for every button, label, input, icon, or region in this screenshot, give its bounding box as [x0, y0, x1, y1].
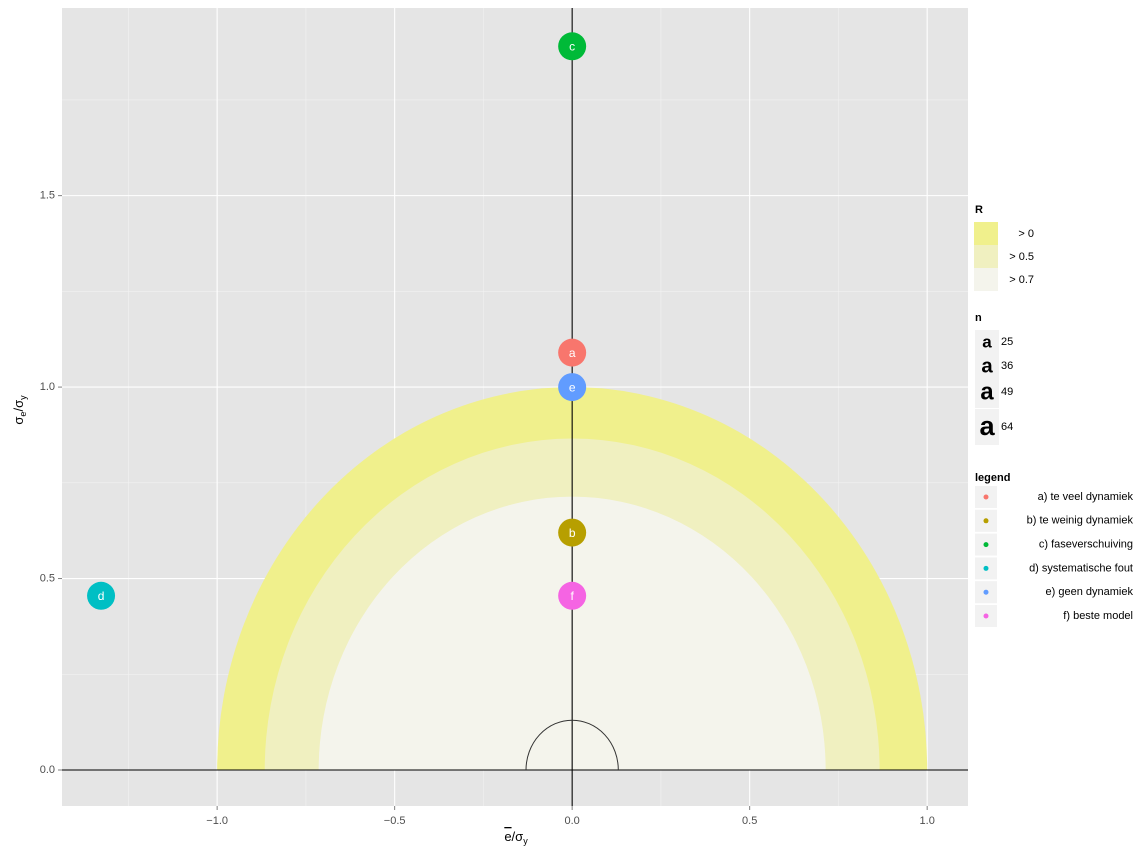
point	[558, 518, 587, 547]
x-label-part: /σ	[512, 829, 524, 844]
x-tick-label: 0.0	[565, 815, 580, 827]
legend-label: f) beste model	[1063, 610, 1133, 622]
legend-key	[975, 330, 999, 354]
legend-label: > 0.7	[1009, 274, 1034, 286]
point-label: c	[569, 39, 575, 53]
legend-label: b) te weinig dynamiek	[1027, 515, 1134, 527]
legend-label: 49	[1001, 386, 1013, 398]
x-tick-label: −1.0	[206, 815, 228, 827]
point-label: b	[569, 526, 576, 540]
legend-key	[975, 376, 999, 408]
legend-key	[974, 268, 998, 291]
y-label-part: e	[18, 412, 28, 417]
legend-key	[974, 245, 998, 268]
legend-title: legend	[975, 472, 1010, 484]
legend-label: a) te veel dynamiek	[1038, 491, 1134, 503]
legend-key	[975, 352, 999, 380]
y-tick-label: 0.5	[40, 572, 55, 584]
x-label-part: y	[523, 836, 528, 846]
y-label-part: /σ	[11, 400, 26, 412]
size-glyph: a	[982, 332, 992, 351]
legend-label: 64	[1001, 421, 1013, 433]
size-glyph: a	[980, 378, 994, 405]
legend-label: > 0.5	[1009, 251, 1034, 263]
x-label-part: e	[504, 829, 511, 844]
legend-label: d) systematische fout	[1029, 562, 1133, 574]
y-axis-label: σe/σy	[11, 395, 28, 425]
point-label: f	[570, 589, 574, 603]
legend-label: > 0	[1018, 228, 1034, 240]
legend-dot	[983, 613, 989, 619]
legend-label: 36	[1001, 360, 1013, 372]
point-label: e	[569, 380, 576, 394]
legend-title: n	[975, 312, 982, 324]
point	[558, 32, 587, 61]
legend-title: R	[975, 204, 983, 216]
point-label: d	[98, 589, 105, 603]
point	[87, 581, 116, 610]
size-glyph: a	[979, 410, 995, 441]
legend-dot	[983, 494, 989, 500]
legend-label: e) geen dynamiek	[1046, 586, 1134, 598]
legend-key	[975, 409, 999, 445]
x-tick-label: 0.5	[742, 815, 757, 827]
legend-dot	[983, 542, 989, 548]
point	[558, 581, 587, 610]
legend-dot	[983, 565, 989, 571]
x-tick-label: 1.0	[920, 815, 935, 827]
y-tick-label: 0.0	[40, 764, 55, 776]
size-glyph: a	[981, 355, 993, 377]
point	[558, 338, 587, 367]
legend-key	[974, 222, 998, 245]
x-tick-label: −0.5	[384, 815, 406, 827]
y-tick-label: 1.0	[40, 381, 55, 393]
legend-label: c) faseverschuiving	[1039, 539, 1133, 551]
point	[558, 373, 587, 402]
x-axis-label: e/σy	[504, 829, 528, 846]
y-tick-label: 1.5	[40, 190, 55, 202]
y-label-part: y	[18, 395, 28, 400]
reference-circle	[525, 719, 619, 771]
legend-dot	[983, 589, 989, 595]
legend-label: 25	[1001, 336, 1013, 348]
legend-dot	[983, 518, 989, 524]
point-label: a	[569, 346, 576, 360]
y-label-part: σ	[11, 417, 26, 425]
